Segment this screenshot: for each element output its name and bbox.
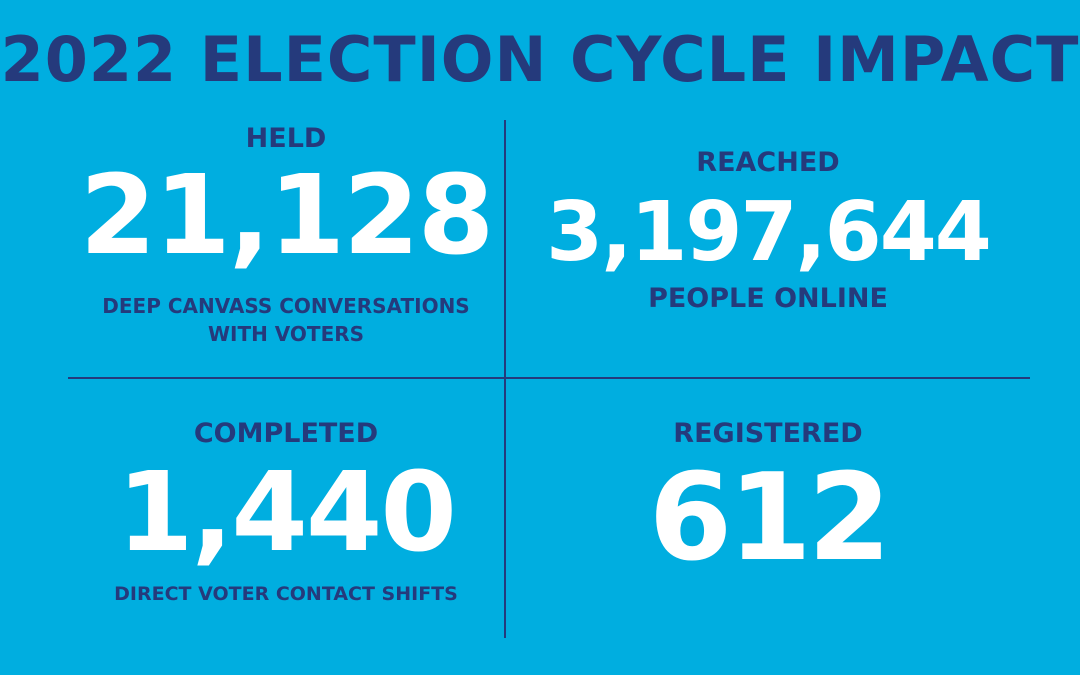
stat-description: PEOPLE ONLINE: [506, 282, 1030, 316]
stat-description-line: WITH VOTERS: [207, 322, 365, 346]
stat-held: HELD 21,128 DEEP CANVASS CONVERSATIONS W…: [68, 120, 504, 348]
stat-number: 21,128: [79, 151, 494, 279]
stat-label: REACHED: [696, 147, 840, 178]
page-title: 2022 ELECTION CYCLE IMPACT: [0, 23, 1080, 96]
vertical-divider: [504, 120, 506, 638]
stat-description: DIRECT VOTER CONTACT SHIFTS: [68, 581, 504, 607]
stat-number: 1,440: [117, 448, 457, 576]
horizontal-divider: [68, 377, 1030, 379]
stat-completed: COMPLETED 1,440 DIRECT VOTER CONTACT SHI…: [68, 379, 504, 607]
stat-label: HELD: [245, 123, 327, 154]
stat-number: 3,197,644: [546, 185, 992, 280]
stat-reached: REACHED 3,197,644 PEOPLE ONLINE: [506, 120, 1030, 316]
stat-registered: REGISTERED 612: [506, 379, 1030, 583]
stat-label: COMPLETED: [193, 418, 379, 449]
stat-number: 612: [648, 449, 892, 588]
stat-description: DEEP CANVASS CONVERSATIONS WITH VOTERS: [68, 292, 504, 348]
stat-description-line: DEEP CANVASS CONVERSATIONS: [102, 294, 470, 318]
stat-label: REGISTERED: [673, 418, 863, 449]
stat-description-line: PEOPLE ONLINE: [648, 283, 888, 314]
stat-description-line: DIRECT VOTER CONTACT SHIFTS: [114, 583, 458, 605]
